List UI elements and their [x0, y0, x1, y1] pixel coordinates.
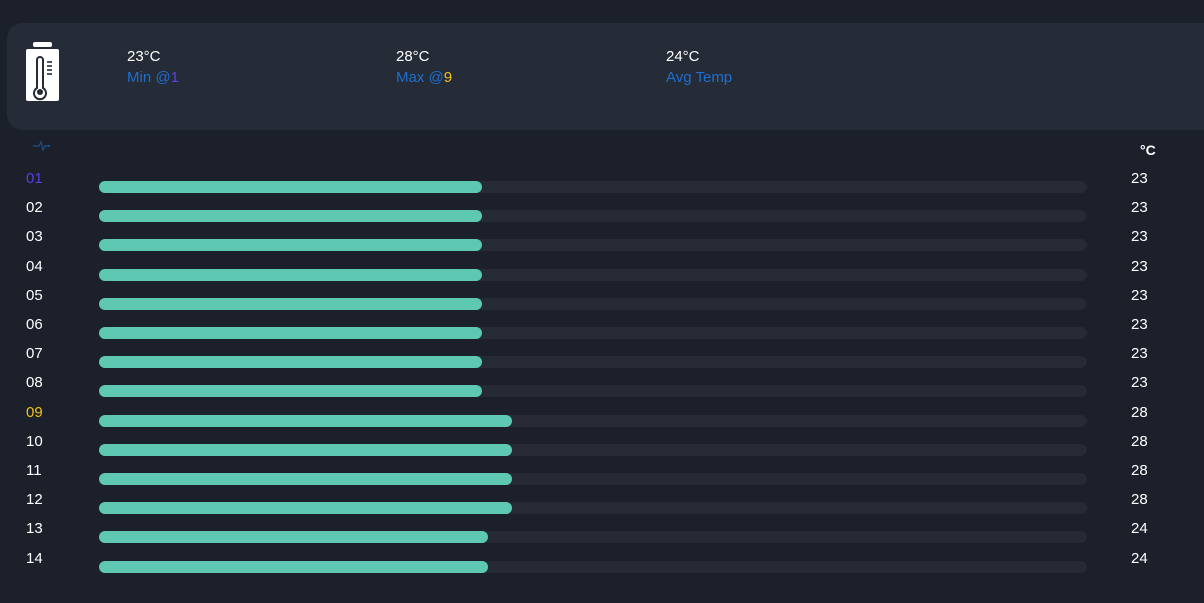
bar-fill	[99, 297, 482, 310]
bar-track	[99, 239, 1087, 252]
row-value: 28	[1131, 403, 1148, 421]
row-label: 12	[26, 491, 43, 509]
bar-fill	[99, 268, 482, 281]
max-index: 9	[443, 69, 453, 86]
unit-label: °C	[1140, 142, 1156, 158]
list-item: 03 23	[0, 228, 1204, 257]
row-label: 09	[26, 403, 43, 421]
min-value: 23°C	[127, 48, 161, 65]
row-label: 07	[26, 345, 43, 363]
list-item: 04 23	[0, 258, 1204, 287]
bar-fill	[99, 385, 482, 398]
bar-track	[99, 268, 1087, 281]
row-value: 23	[1131, 257, 1148, 275]
avg-label: Avg Temp	[666, 69, 733, 86]
bar-fill	[99, 356, 482, 369]
thermometer-icon	[26, 42, 59, 101]
row-label: 06	[26, 316, 43, 333]
list-item: 05 23	[0, 287, 1204, 316]
list-item: 08 23	[0, 374, 1204, 403]
row-value: 23	[1131, 199, 1148, 217]
bar-track	[99, 560, 1087, 573]
max-value: 28°C	[396, 48, 430, 65]
min-label: Min @	[127, 69, 171, 86]
row-value: 24	[1131, 549, 1148, 567]
bar-track	[99, 502, 1087, 515]
bar-track	[99, 385, 1087, 398]
bar-fill	[99, 414, 512, 427]
list-item: 13 24	[0, 520, 1204, 549]
list-item: 07 23	[0, 345, 1204, 374]
bar-fill	[99, 502, 512, 515]
bar-track	[99, 297, 1087, 310]
bar-fill	[99, 210, 482, 223]
row-value: 23	[1131, 170, 1148, 187]
avg-stat: 24°C Avg Temp	[666, 46, 732, 88]
row-label: 05	[26, 286, 43, 304]
bar-fill	[99, 473, 512, 485]
row-label: 01	[26, 170, 43, 187]
max-stat: 28°C Max @9	[396, 46, 452, 88]
bar-track	[99, 473, 1087, 485]
list-item: 12 28	[0, 491, 1204, 520]
bar-track	[99, 210, 1087, 223]
row-value: 28	[1131, 491, 1148, 509]
row-label: 04	[26, 257, 43, 275]
list-item: 06 23	[0, 316, 1204, 345]
bar-fill	[99, 239, 482, 252]
bar-track	[99, 327, 1087, 339]
bar-fill	[99, 560, 488, 573]
row-label: 08	[26, 374, 43, 392]
row-label: 03	[26, 228, 43, 246]
list-item: 02 23	[0, 199, 1204, 228]
row-label: 02	[26, 199, 43, 217]
bar-fill	[99, 181, 482, 193]
bar-track	[99, 414, 1087, 427]
bar-track	[99, 443, 1087, 456]
row-value: 23	[1131, 316, 1148, 333]
avg-value: 24°C	[666, 48, 700, 65]
bar-fill	[99, 443, 512, 456]
list-item: 10 28	[0, 433, 1204, 462]
summary-card	[7, 23, 1204, 130]
pulse-icon	[33, 140, 51, 152]
row-value: 23	[1131, 286, 1148, 304]
bar-track	[99, 356, 1087, 369]
row-label: 10	[26, 432, 43, 450]
bar-fill	[99, 531, 488, 544]
bar-track	[99, 531, 1087, 544]
row-value: 23	[1131, 345, 1148, 363]
min-stat: 23°C Min @1	[127, 46, 179, 88]
row-label: 13	[26, 520, 43, 538]
row-label: 11	[26, 462, 42, 479]
list-item: 11 28	[0, 462, 1204, 491]
row-value: 24	[1131, 520, 1148, 538]
bar-fill	[99, 327, 482, 339]
list-item: 09 28	[0, 404, 1204, 433]
row-value: 23	[1131, 228, 1148, 246]
row-value: 28	[1131, 432, 1148, 450]
row-value: 23	[1131, 374, 1148, 392]
list-item: 01 23	[0, 170, 1204, 199]
max-label: Max @	[396, 69, 444, 86]
row-value: 28	[1131, 462, 1148, 479]
row-label: 14	[26, 549, 43, 567]
bar-track	[99, 181, 1087, 193]
list-item: 14 24	[0, 550, 1204, 579]
min-index: 1	[170, 69, 179, 86]
